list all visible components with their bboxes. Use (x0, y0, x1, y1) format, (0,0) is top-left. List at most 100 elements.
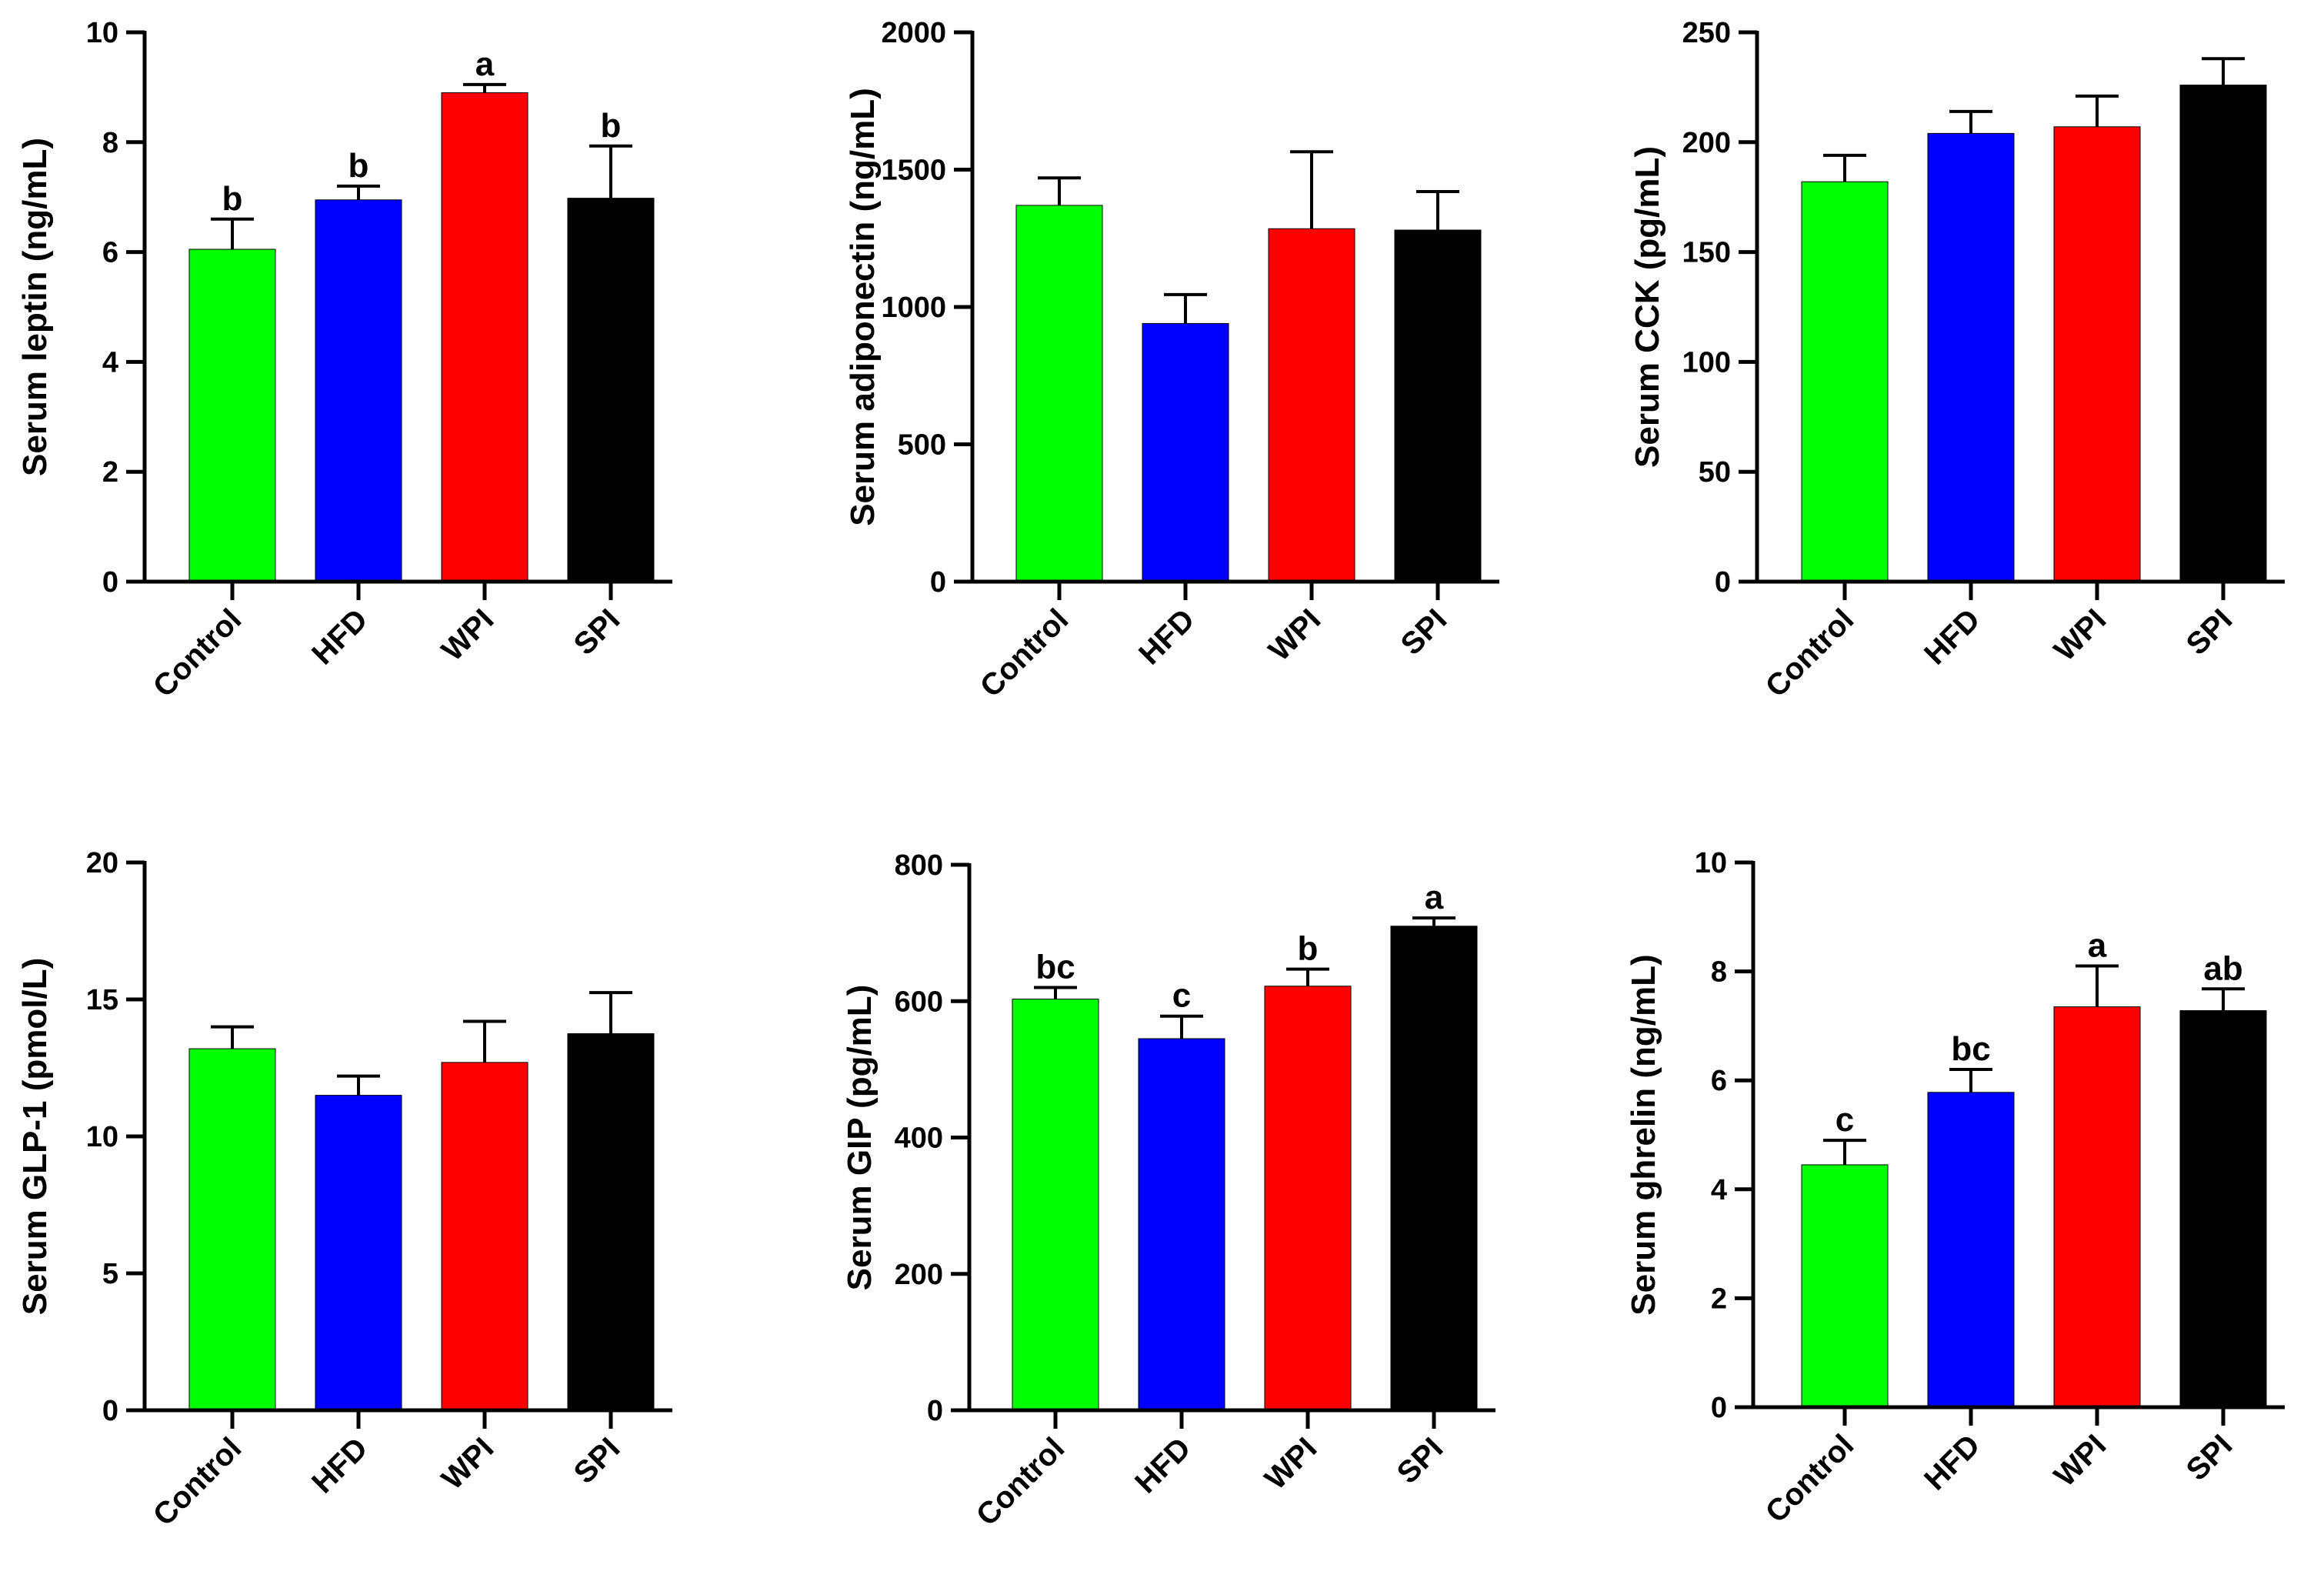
x-tick-label-hfd: HFD (1129, 1431, 1197, 1500)
significance-letter: b (1298, 930, 1319, 968)
y-tick-label: 10 (86, 17, 118, 49)
x-tick-label-hfd: HFD (1918, 602, 1986, 671)
y-tick-label: 150 (1682, 237, 1731, 269)
y-tick-label: 600 (895, 986, 943, 1018)
y-tick-label: 6 (1711, 1065, 1727, 1097)
significance-letter: b (222, 180, 243, 218)
y-tick-label: 15 (86, 984, 118, 1016)
y-tick-label: 10 (1695, 847, 1727, 879)
x-tick-label-control: Control (974, 602, 1075, 704)
y-tick-label: 20 (86, 847, 118, 879)
x-tick-label-hfd: HFD (305, 1431, 374, 1500)
significance-letter: a (475, 45, 495, 83)
y-axis-title: Serum GLP-1 (pmol/L) (16, 958, 54, 1315)
y-axis-title: Serum adiponectin (ng/mL) (844, 88, 882, 526)
x-tick-label-wpi: WPI (1259, 1431, 1324, 1496)
bar-control (188, 1048, 276, 1411)
x-tick-label-wpi: WPI (435, 602, 501, 668)
bar-spi (567, 198, 655, 582)
y-tick-label: 4 (102, 346, 118, 379)
y-tick-label: 400 (895, 1123, 943, 1155)
x-tick-label-spi: SPI (2180, 602, 2239, 662)
y-tick-label: 1500 (881, 155, 946, 187)
bar-hfd (1138, 1038, 1225, 1411)
bar-control (1801, 1164, 1889, 1408)
bar-wpi (441, 1062, 528, 1411)
significance-letter: ab (2203, 949, 2242, 987)
chart-panel-3: 0 50 100 150 200 250 Control HFD WPI SPI Serum CCK… (1629, 17, 2285, 704)
y-tick-label: 2 (102, 456, 118, 489)
y-axis-title: Serum GIP (pg/mL) (841, 985, 879, 1291)
bar-spi (2179, 85, 2267, 582)
x-tick-label-wpi: WPI (435, 1431, 501, 1496)
x-tick-label-wpi: WPI (1262, 602, 1328, 668)
y-tick-label: 0 (102, 1395, 118, 1427)
y-tick-label: 2 (1711, 1283, 1727, 1315)
y-axis-title: Serum ghrelin (ng/mL) (1625, 954, 1662, 1315)
y-tick-label: 1000 (881, 292, 946, 324)
y-tick-label: 5 (102, 1258, 118, 1290)
x-tick-label-control: Control (1759, 602, 1861, 704)
significance-letter: a (1425, 879, 1444, 916)
chart-panel-1: b b a b 0 2 4 6 8 10 Control HFD WPI SPI Serum leptin … (16, 17, 672, 704)
y-tick-label: 100 (1682, 346, 1731, 379)
bar-wpi (1268, 228, 1355, 582)
significance-letter: c (1172, 977, 1191, 1015)
bar-hfd (1927, 132, 2015, 582)
y-tick-label: 500 (898, 429, 946, 462)
chart-panel-2: 0 500 1000 1500 2000 Control HFD WPI SPI Serum ad… (844, 17, 1499, 704)
bar-control (1012, 999, 1099, 1411)
y-tick-label: 2000 (881, 17, 946, 49)
significance-letter: b (601, 107, 622, 145)
bar-hfd (315, 1095, 402, 1411)
y-tick-label: 8 (1711, 956, 1727, 989)
bar-spi (1390, 926, 1478, 1411)
bar-wpi (1264, 986, 1352, 1411)
y-tick-label: 10 (86, 1121, 118, 1153)
y-tick-label: 250 (1682, 17, 1731, 49)
bar-control (188, 249, 276, 582)
x-tick-label-spi: SPI (2180, 1428, 2239, 1487)
y-tick-label: 0 (1711, 1392, 1727, 1424)
y-tick-label: 50 (1699, 456, 1731, 489)
x-tick-label-spi: SPI (568, 1431, 627, 1490)
bar-control (1015, 205, 1103, 582)
bar-spi (567, 1033, 655, 1411)
chart-panel-6: c bc a ab 0 2 4 6 8 10 Control HFD WPI SPI Serum ghrel… (1625, 847, 2285, 1530)
x-tick-label-hfd: HFD (305, 602, 374, 671)
y-tick-label: 200 (1682, 127, 1731, 159)
significance-letter: a (2088, 927, 2107, 965)
bar-hfd (1142, 322, 1229, 582)
x-tick-label-spi: SPI (1391, 1431, 1450, 1490)
x-tick-label-hfd: HFD (1918, 1428, 1986, 1496)
x-tick-label-wpi: WPI (2048, 602, 2113, 668)
y-tick-label: 0 (930, 566, 946, 599)
y-tick-label: 200 (895, 1259, 943, 1291)
y-tick-label: 4 (1711, 1174, 1727, 1206)
significance-letter: b (348, 147, 369, 185)
x-tick-label-control: Control (147, 1431, 248, 1533)
x-tick-label-control: Control (147, 602, 248, 704)
y-tick-label: 6 (102, 237, 118, 269)
significance-letter: c (1836, 1101, 1854, 1139)
y-tick-label: 8 (102, 127, 118, 159)
chart-panel-4: 0 5 10 15 20 Control HFD WPI SPI Serum GLP-1 (pmo… (16, 847, 672, 1533)
bar-wpi (441, 92, 528, 582)
y-tick-label: 0 (1715, 566, 1731, 599)
x-tick-label-spi: SPI (1395, 602, 1454, 662)
significance-letter: bc (1951, 1030, 1990, 1068)
bar-hfd (315, 199, 402, 582)
y-tick-label: 0 (102, 566, 118, 599)
x-tick-label-control: Control (970, 1431, 1072, 1533)
y-axis-title: Serum CCK (pg/mL) (1629, 146, 1666, 468)
chart-panel-5: bc c b a 0 200 400 600 800 Control HFD WPI SPI Serum … (841, 849, 1495, 1533)
y-tick-label: 800 (895, 849, 943, 882)
y-axis-title: Serum leptin (ng/mL) (16, 138, 54, 476)
bar-spi (1394, 229, 1482, 582)
bar-wpi (2053, 1006, 2141, 1408)
bar-control (1801, 181, 1889, 582)
bar-spi (2179, 1010, 2267, 1408)
x-tick-label-spi: SPI (568, 602, 627, 662)
bar-wpi (2053, 126, 2141, 582)
